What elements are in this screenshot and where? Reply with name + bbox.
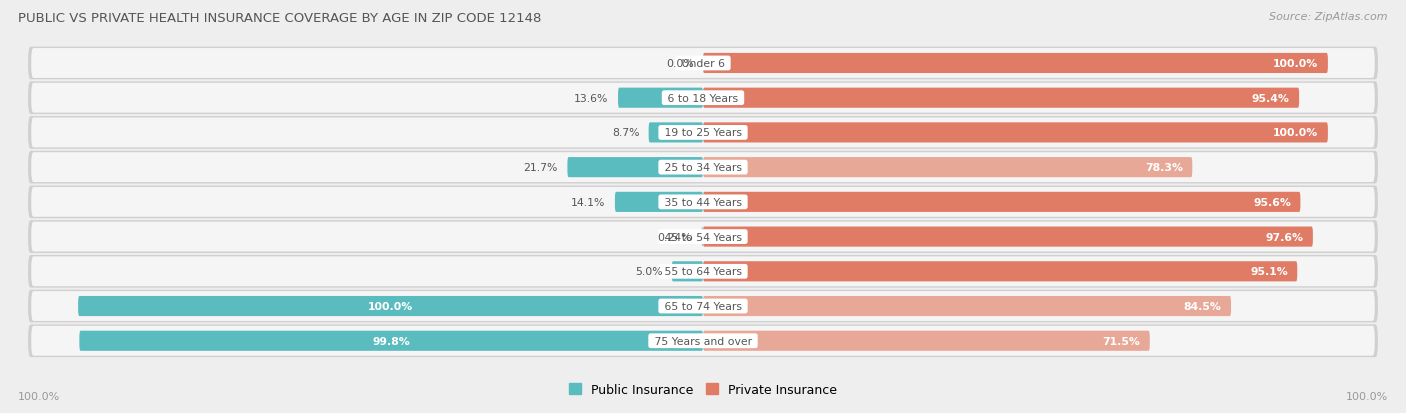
Text: 65 to 74 Years: 65 to 74 Years [661,301,745,311]
Text: 95.1%: 95.1% [1250,267,1288,277]
FancyBboxPatch shape [28,325,1378,357]
Text: 6 to 18 Years: 6 to 18 Years [664,93,742,103]
FancyBboxPatch shape [31,257,1375,287]
Text: 45 to 54 Years: 45 to 54 Years [661,232,745,242]
FancyBboxPatch shape [614,192,703,212]
FancyBboxPatch shape [31,188,1375,217]
Text: 84.5%: 84.5% [1184,301,1222,311]
Text: 95.4%: 95.4% [1251,93,1289,103]
Text: 55 to 64 Years: 55 to 64 Years [661,267,745,277]
Text: 0.0%: 0.0% [666,59,693,69]
FancyBboxPatch shape [31,326,1375,356]
FancyBboxPatch shape [568,158,703,178]
Text: Under 6: Under 6 [678,59,728,69]
FancyBboxPatch shape [28,47,1378,80]
Text: 19 to 25 Years: 19 to 25 Years [661,128,745,138]
FancyBboxPatch shape [702,227,703,247]
Text: 95.6%: 95.6% [1253,197,1291,207]
Text: 100.0%: 100.0% [1346,391,1388,401]
Text: 97.6%: 97.6% [1265,232,1303,242]
FancyBboxPatch shape [28,82,1378,115]
FancyBboxPatch shape [28,255,1378,288]
Text: 75 Years and over: 75 Years and over [651,336,755,346]
FancyBboxPatch shape [703,54,1327,74]
Text: Source: ZipAtlas.com: Source: ZipAtlas.com [1270,12,1388,22]
FancyBboxPatch shape [79,331,703,351]
FancyBboxPatch shape [703,331,1150,351]
Text: 78.3%: 78.3% [1144,163,1182,173]
Text: 35 to 44 Years: 35 to 44 Years [661,197,745,207]
FancyBboxPatch shape [28,152,1378,184]
FancyBboxPatch shape [28,117,1378,150]
FancyBboxPatch shape [31,153,1375,183]
FancyBboxPatch shape [703,227,1313,247]
FancyBboxPatch shape [31,292,1375,321]
FancyBboxPatch shape [28,186,1378,218]
FancyBboxPatch shape [28,221,1378,253]
FancyBboxPatch shape [703,192,1301,212]
Text: 13.6%: 13.6% [574,93,609,103]
FancyBboxPatch shape [703,261,1298,282]
FancyBboxPatch shape [648,123,703,143]
Text: PUBLIC VS PRIVATE HEALTH INSURANCE COVERAGE BY AGE IN ZIP CODE 12148: PUBLIC VS PRIVATE HEALTH INSURANCE COVER… [18,12,541,25]
Text: 99.8%: 99.8% [373,336,411,346]
Text: 21.7%: 21.7% [523,163,558,173]
FancyBboxPatch shape [31,49,1375,79]
FancyBboxPatch shape [703,158,1192,178]
Text: 100.0%: 100.0% [18,391,60,401]
FancyBboxPatch shape [703,88,1299,109]
FancyBboxPatch shape [79,296,703,316]
Text: 71.5%: 71.5% [1102,336,1140,346]
Text: 100.0%: 100.0% [368,301,413,311]
FancyBboxPatch shape [31,222,1375,252]
FancyBboxPatch shape [31,83,1375,113]
FancyBboxPatch shape [619,88,703,109]
FancyBboxPatch shape [28,290,1378,323]
Text: 100.0%: 100.0% [1274,128,1319,138]
Text: 14.1%: 14.1% [571,197,606,207]
Text: 100.0%: 100.0% [1274,59,1319,69]
Text: 0.24%: 0.24% [658,232,692,242]
FancyBboxPatch shape [703,296,1232,316]
Legend: Public Insurance, Private Insurance: Public Insurance, Private Insurance [568,383,838,396]
Text: 25 to 34 Years: 25 to 34 Years [661,163,745,173]
Text: 5.0%: 5.0% [634,267,662,277]
FancyBboxPatch shape [703,123,1327,143]
FancyBboxPatch shape [31,118,1375,148]
FancyBboxPatch shape [672,261,703,282]
Text: 8.7%: 8.7% [612,128,640,138]
